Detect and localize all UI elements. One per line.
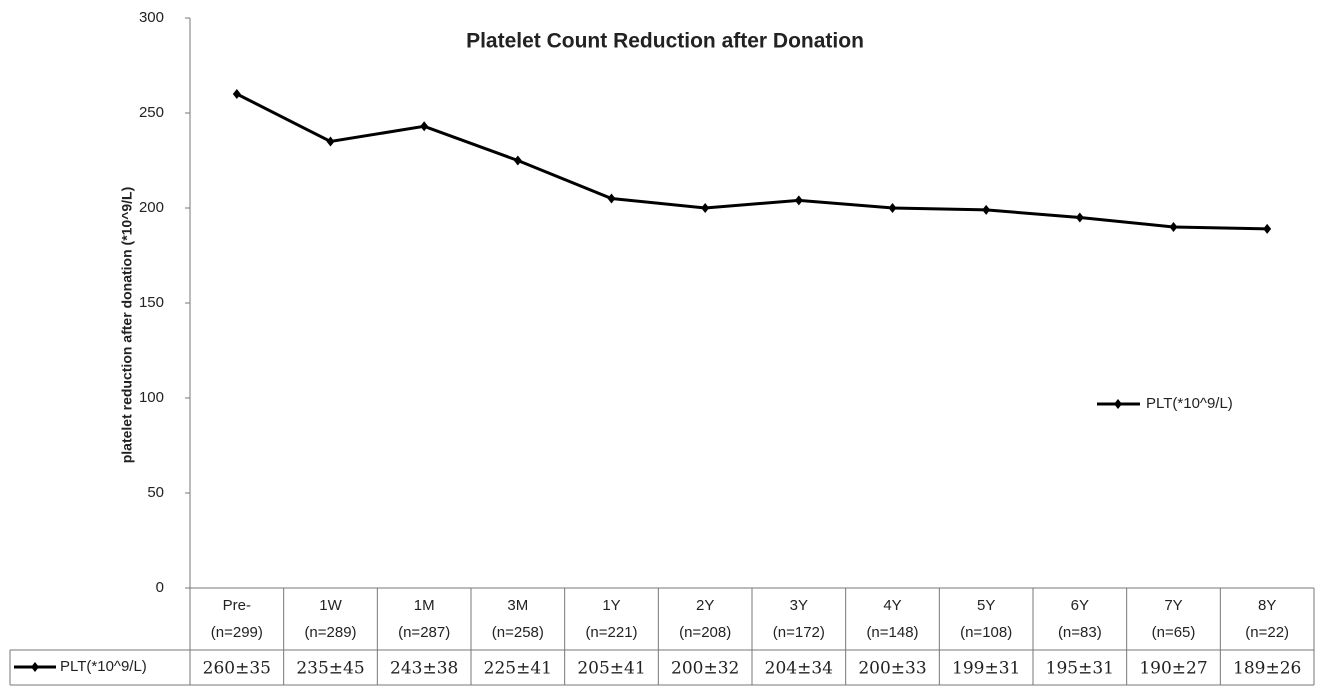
marker — [326, 136, 335, 147]
x-tick-label: 8Y — [1258, 597, 1276, 614]
sample-size: (n=299) — [211, 624, 263, 641]
data-label: 190±27 — [1139, 659, 1207, 679]
data-label: 200±32 — [671, 659, 739, 679]
sample-size: (n=148) — [866, 624, 918, 641]
x-tick-label: 1Y — [602, 597, 620, 614]
marker — [232, 89, 241, 99]
marker — [1263, 223, 1272, 234]
marker — [982, 204, 991, 215]
sample-size: (n=22) — [1245, 624, 1289, 641]
chart-title: Platelet Count Reduction after Donation — [466, 30, 864, 53]
x-tick-label: 5Y — [977, 597, 995, 614]
sample-size: (n=65) — [1152, 624, 1196, 641]
x-tick-label: 2Y — [696, 597, 714, 614]
y-tick-label: 300 — [139, 9, 164, 26]
x-tick-label: 1W — [319, 597, 342, 614]
y-tick-label: 50 — [147, 484, 164, 501]
marker — [1075, 212, 1084, 223]
y-tick-label: 150 — [139, 294, 164, 311]
y-tick-label: 0 — [156, 579, 164, 596]
marker — [701, 203, 710, 213]
sample-size: (n=221) — [585, 624, 637, 641]
marker — [888, 203, 897, 213]
data-label: 200±33 — [858, 659, 926, 679]
data-label: 189±26 — [1233, 659, 1301, 679]
x-tick-label: 4Y — [883, 597, 901, 614]
data-label: 204±34 — [765, 659, 833, 679]
x-tick-label: 7Y — [1164, 597, 1182, 614]
y-tick-label: 100 — [139, 389, 164, 406]
sample-size: (n=208) — [679, 624, 731, 641]
sample-size: (n=83) — [1058, 624, 1102, 641]
y-tick-label: 200 — [139, 199, 164, 216]
data-label: 225±41 — [484, 659, 552, 679]
table-row-header: PLT(*10^9/L) — [60, 658, 147, 675]
table-key-marker — [31, 662, 39, 672]
legend-marker — [1114, 399, 1122, 409]
marker — [607, 193, 616, 204]
line — [236, 92, 1268, 231]
data-label: 260±35 — [203, 659, 271, 679]
marker — [420, 121, 429, 132]
x-tick-label: 3Y — [790, 597, 808, 614]
y-axis-label: platelet reduction after donation (*10^9… — [119, 187, 135, 464]
sample-size: (n=172) — [773, 624, 825, 641]
marker — [1169, 222, 1178, 232]
sample-size: (n=108) — [960, 624, 1012, 641]
marker — [513, 155, 522, 166]
data-label: 235±45 — [296, 659, 364, 679]
data-label: 205±41 — [577, 659, 645, 679]
sample-size: (n=289) — [304, 624, 356, 641]
sample-size: (n=287) — [398, 624, 450, 641]
sample-size: (n=258) — [492, 624, 544, 641]
data-label: 243±38 — [390, 659, 458, 679]
x-tick-label: Pre- — [223, 597, 251, 614]
marker — [794, 195, 803, 206]
data-label: 195±31 — [1046, 659, 1114, 679]
x-tick-label: 6Y — [1071, 597, 1089, 614]
data-label: 199±31 — [952, 659, 1020, 679]
legend-label: PLT(*10^9/L) — [1146, 395, 1233, 412]
y-tick-label: 250 — [139, 104, 164, 121]
x-tick-label: 3M — [507, 597, 528, 614]
x-tick-label: 1M — [414, 597, 435, 614]
